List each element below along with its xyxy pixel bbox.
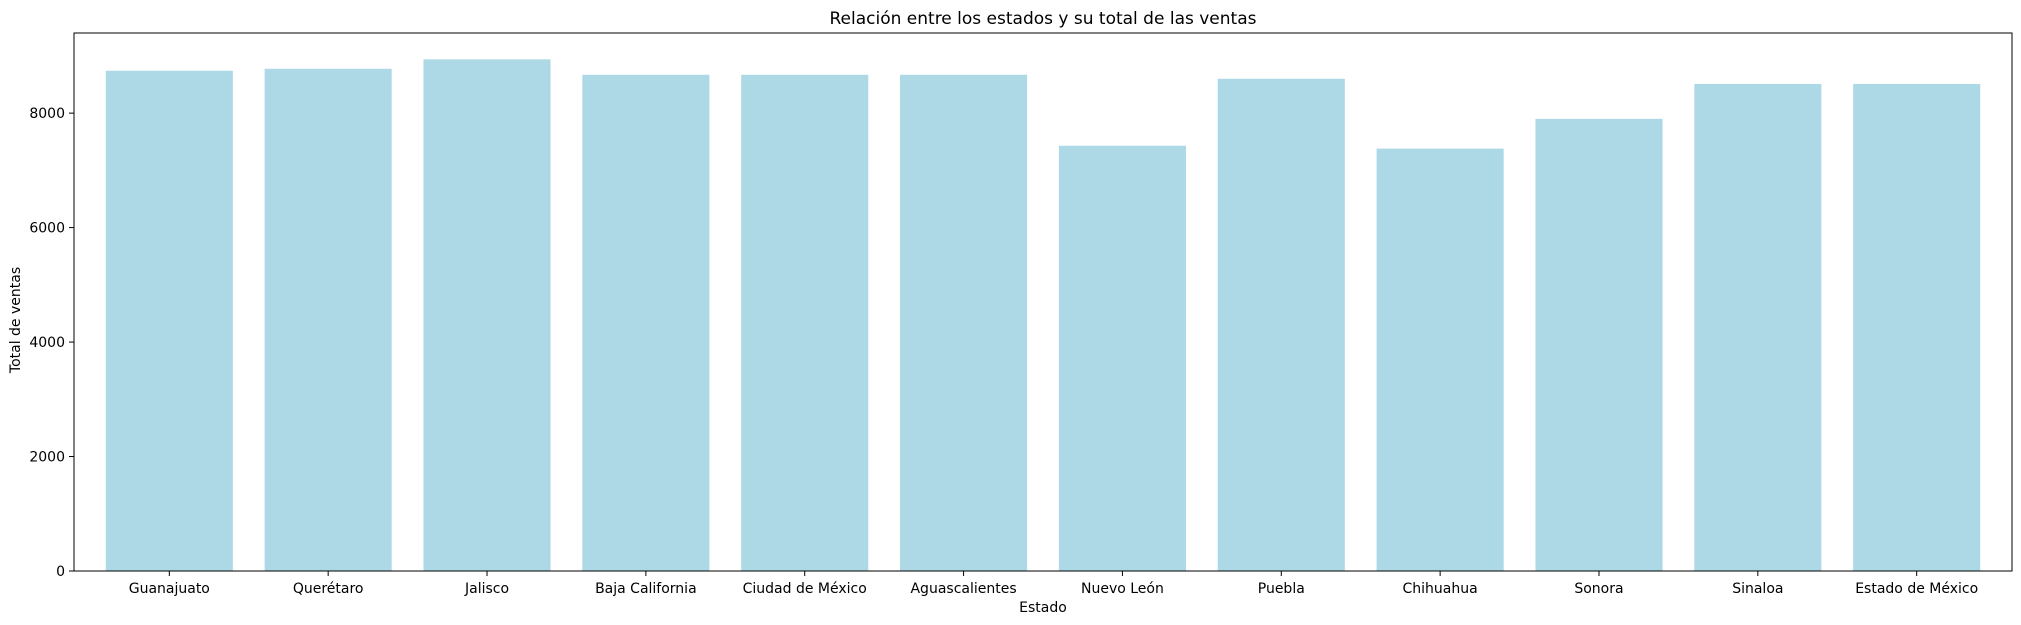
x-tick-label: Baja California [595, 581, 697, 597]
bar [1694, 83, 1822, 572]
y-tick-label: 2000 [29, 450, 65, 466]
x-tick-label: Nuevo León [1081, 581, 1164, 597]
x-tick-label: Puebla [1258, 581, 1305, 597]
x-tick-label: Jalisco [464, 581, 509, 597]
y-tick-label: 0 [56, 564, 65, 580]
bar [423, 59, 551, 571]
x-tick-label: Querétaro [293, 581, 364, 597]
bar [1535, 118, 1663, 571]
x-tick-label: Aguascalientes [910, 581, 1016, 597]
bar [264, 68, 392, 572]
chart-title: Relación entre los estados y su total de… [830, 9, 1257, 29]
bar [1376, 148, 1504, 571]
bar [582, 74, 710, 571]
x-tick-label: Sonora [1574, 581, 1623, 597]
y-tick-label: 4000 [29, 335, 65, 351]
y-tick-label: 8000 [29, 106, 65, 122]
bar [105, 70, 233, 571]
x-tick-label: Estado de México [1855, 581, 1978, 597]
bar [741, 74, 869, 571]
y-tick-label: 6000 [29, 221, 65, 237]
y-axis-label: Total de ventas [8, 267, 24, 374]
y-axis-ticks: 0 2000 4000 6000 8000 [29, 106, 74, 580]
x-axis-label: Estado [1019, 600, 1067, 616]
x-tick-label: Guanajuato [129, 581, 210, 597]
bar [1058, 145, 1186, 571]
x-tick-label: Chihuahua [1403, 581, 1478, 597]
x-tick-label: Sinaloa [1732, 581, 1783, 597]
plot-frame [73, 32, 2013, 572]
x-tick-label: Ciudad de México [743, 581, 867, 597]
bars-group [105, 59, 1981, 572]
bar [1217, 78, 1345, 571]
bar [900, 74, 1028, 571]
bar [1853, 83, 1981, 572]
x-axis-ticks: Guanajuato Querétaro Jalisco Baja Californi… [129, 571, 1978, 597]
